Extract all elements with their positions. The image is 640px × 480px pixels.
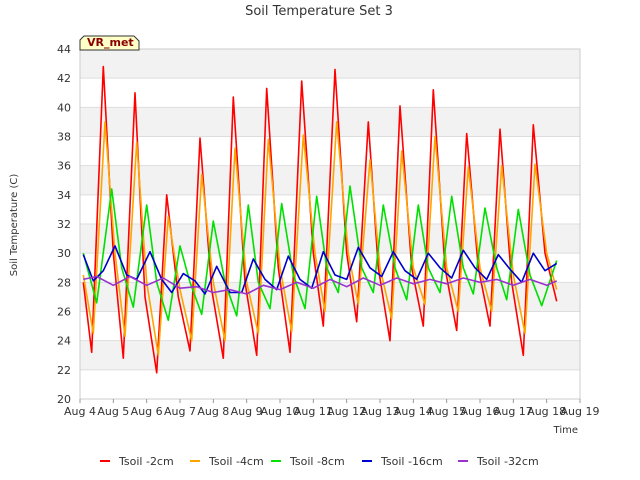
legend-label: Tsoil -8cm — [289, 455, 345, 468]
series-lines — [82, 65, 558, 374]
legend-label: Tsoil -32cm — [476, 455, 539, 468]
y-tick-label: 20 — [57, 393, 71, 406]
x-tick-label: Aug 18 — [527, 405, 566, 418]
plot-band — [80, 136, 580, 166]
legend-item: Tsoil -8cm — [271, 455, 345, 468]
series-line-tsoil-8cm — [82, 185, 558, 322]
y-tick-label: 22 — [57, 364, 71, 377]
y-tick-label: 38 — [57, 131, 71, 144]
y-tick-label: 28 — [57, 276, 71, 289]
x-tick-label: Aug 5 — [97, 405, 129, 418]
series-line-tsoil-32cm — [83, 275, 558, 295]
legend-item: Tsoil -16cm — [362, 455, 443, 468]
x-tick-label: Aug 9 — [231, 405, 263, 418]
y-tick-label: 32 — [57, 218, 71, 231]
y-tick-label: 30 — [57, 247, 71, 260]
x-tick-label: Aug 8 — [197, 405, 229, 418]
legend-label: Tsoil -2cm — [118, 455, 174, 468]
plot-band — [80, 311, 580, 341]
y-tick-label: 44 — [57, 43, 71, 56]
legend-item: Tsoil -2cm — [100, 455, 174, 468]
series-line-tsoil-16cm — [82, 245, 558, 295]
x-tick-label: Aug 11 — [294, 405, 333, 418]
plot-band — [80, 49, 580, 79]
x-tick-label: Aug 14 — [394, 405, 433, 418]
y-axis-ticks: 20 22 24 26 28 30 32 34 36 38 40 42 44 — [57, 43, 71, 406]
y-tick-label: 42 — [57, 72, 71, 85]
y-tick-label: 26 — [57, 306, 71, 319]
series-line-tsoil-2cm — [82, 65, 558, 374]
x-tick-label: Aug 12 — [327, 405, 366, 418]
legend-item: Tsoil -4cm — [190, 455, 264, 468]
x-tick-label: Aug 4 — [64, 405, 96, 418]
x-tick-label: Aug 16 — [461, 405, 500, 418]
plot-band — [80, 107, 580, 137]
station-badge-label: VR_met — [87, 36, 134, 49]
chart-title: Soil Temperature Set 3 — [245, 4, 393, 19]
y-tick-label: 36 — [57, 160, 71, 173]
x-tick-label: Aug 17 — [494, 405, 533, 418]
y-tick-label: 24 — [57, 335, 71, 348]
legend-item: Tsoil -32cm — [458, 455, 539, 468]
station-badge: VR_met — [79, 35, 140, 51]
x-tick-label: Aug 7 — [164, 405, 196, 418]
x-tick-label: Aug 10 — [261, 405, 300, 418]
x-tick-label: Aug 15 — [427, 405, 466, 418]
legend: Tsoil -2cm Tsoil -4cm Tsoil -8cm Tsoil -16c… — [100, 455, 539, 468]
y-tick-label: 34 — [57, 189, 71, 202]
plot-band — [80, 369, 580, 399]
x-axis-title: Time — [553, 425, 578, 436]
plot-band — [80, 340, 580, 370]
series-line-tsoil-4cm — [82, 121, 558, 357]
y-axis-title: Soil Temperature (C) — [9, 174, 20, 277]
plot-band — [80, 78, 580, 108]
x-tick-label: Aug 19 — [561, 405, 600, 418]
x-tick-label: Aug 6 — [131, 405, 163, 418]
plot-frame — [79, 48, 581, 400]
x-tick-label: Aug 13 — [361, 405, 400, 418]
y-tick-label: 40 — [57, 101, 71, 114]
legend-label: Tsoil -16cm — [380, 455, 443, 468]
legend-label: Tsoil -4cm — [208, 455, 264, 468]
